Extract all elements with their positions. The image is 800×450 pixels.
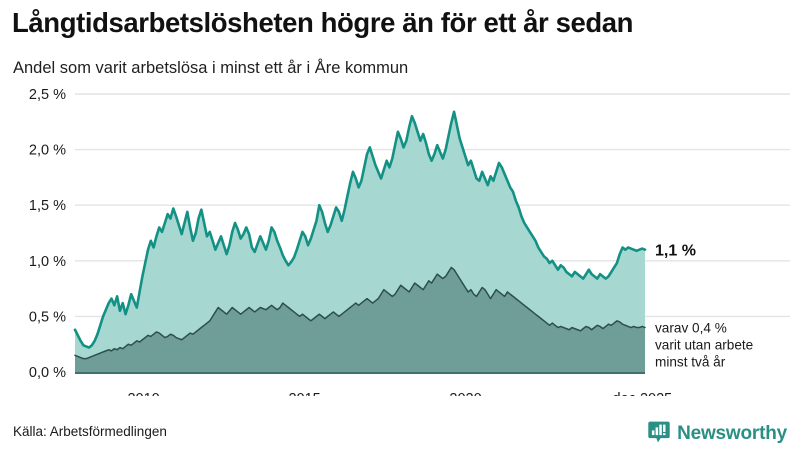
x-tick-label: 2015 [288,391,320,396]
y-tick-label: 1,0 % [29,254,66,270]
series-line-1 [74,266,646,360]
bar-chart-bubble-icon [648,421,670,445]
chart-subtitle: Andel som varit arbetslösa i minst ett å… [13,59,409,77]
secondary-annotation-line-1: varav 0,4 % [655,321,727,336]
page-title: Långtidsarbetslösheten högre än för ett … [12,7,634,38]
chart-container: 0,0 %0,5 %1,0 %1,5 %2,0 %2,5 % 201020152… [0,86,800,396]
series-line-0 [73,110,647,349]
y-tick-label: 0,0 % [29,365,66,381]
secondary-annotation-line-2: varit utan arbete [655,338,753,353]
x-tick-label: 2010 [127,391,159,396]
series-area-1 [75,267,645,372]
x-tick-label: dec 2025 [613,391,673,396]
source-note: Källa: Arbetsförmedlingen [13,424,167,439]
x-axis-labels: 2010 2015 2020 dec 2025 [127,391,672,396]
main-value-annotation: 1,1 % [655,243,696,260]
area-chart: 0,0 %0,5 %1,0 %1,5 %2,0 %2,5 % 201020152… [29,87,790,396]
x-tick-label: 2020 [449,391,481,396]
y-axis-labels: 0,0 % 0,5 % 1,0 % 1,5 % 2,0 % 2,5 % [29,87,66,381]
y-tick-label: 1,5 % [29,198,66,214]
secondary-annotation-line-3: minst två år [655,355,726,370]
logo-wordmark: Newsworthy [677,422,787,444]
y-tick-label: 2,0 % [29,143,66,159]
y-tick-label: 0,5 % [29,309,66,325]
newsworthy-logo[interactable]: Newsworthy [648,420,787,446]
y-tick-label: 2,5 % [29,87,66,103]
chart-annotations: 1,1 % varav 0,4 % varit utan arbete minst t… [655,243,753,370]
chart-areas [73,110,647,372]
